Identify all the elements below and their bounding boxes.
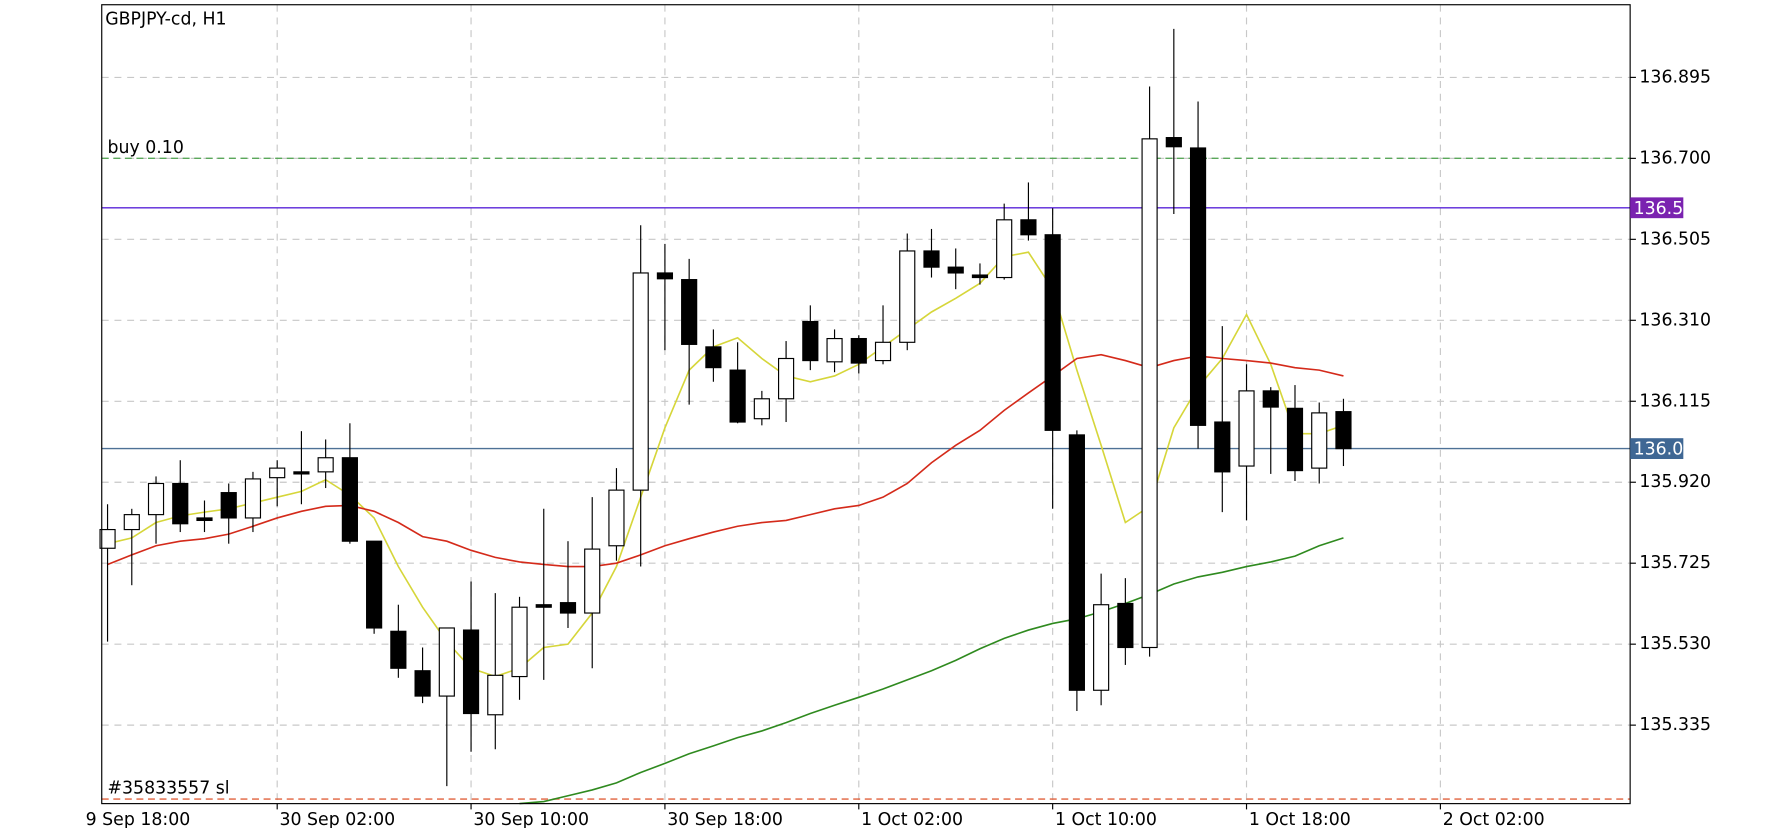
- y-tick-label: 136.115: [1639, 391, 1711, 411]
- candle-body: [99, 528, 116, 549]
- price-line-label: #35833557 sl: [108, 779, 230, 799]
- candle-body: [1311, 412, 1328, 469]
- y-tick-label: 135.920: [1639, 472, 1711, 492]
- candle-body: [874, 341, 892, 362]
- moving-average-line: [107, 353, 1344, 568]
- chart-title: GBPJPY-cd, H1: [105, 10, 226, 30]
- candle-body: [1165, 137, 1182, 148]
- candle-body: [996, 219, 1013, 279]
- moving-average-line: [107, 251, 1344, 678]
- candle-body: [1020, 219, 1037, 236]
- y-tick-label: 136.895: [1639, 67, 1711, 87]
- candle-body: [196, 517, 213, 522]
- candle-body: [1093, 604, 1110, 691]
- candle-body: [559, 602, 577, 614]
- plot-border: [101, 4, 1631, 805]
- candle-body: [1262, 390, 1279, 408]
- y-tick-label: 136.700: [1639, 148, 1711, 168]
- x-tick-label: 30 Sep 02:00: [280, 810, 396, 828]
- x-tick-label: 2 Oct 02:00: [1443, 810, 1545, 828]
- x-tick-label: 30 Sep 10:00: [473, 810, 589, 828]
- candle-body: [681, 279, 698, 345]
- price-box-label: 136.001: [1634, 440, 1706, 460]
- candle-body: [462, 629, 480, 715]
- candle-body: [656, 272, 674, 280]
- candle-body: [414, 670, 431, 697]
- candle-body: [1044, 234, 1061, 431]
- candle-body: [366, 540, 383, 629]
- x-tick-label: 1 Oct 02:00: [861, 810, 963, 828]
- y-tick-label: 136.505: [1639, 229, 1711, 249]
- candle-body: [293, 471, 310, 475]
- candle-body: [850, 337, 867, 364]
- candle-body: [147, 482, 165, 516]
- candle-body: [1117, 602, 1134, 649]
- candle-body: [632, 272, 649, 491]
- candle-body: [777, 357, 795, 400]
- candle-body: [802, 320, 819, 362]
- y-tick-label: 135.725: [1639, 553, 1711, 573]
- price-box: [1630, 197, 1684, 219]
- candle-body: [899, 250, 916, 343]
- moving-average-line: [519, 537, 1344, 805]
- x-tick-label: 30 Sep 18:00: [667, 810, 783, 828]
- candle-body: [1141, 138, 1158, 649]
- candle-body: [317, 457, 334, 473]
- candle-body: [947, 266, 964, 274]
- candle-body: [220, 492, 237, 519]
- candle-body: [487, 674, 504, 716]
- candle-body: [511, 606, 528, 678]
- candle-body: [971, 274, 989, 279]
- y-tick-label: 135.530: [1639, 634, 1711, 654]
- price-line-label: buy 0.10: [108, 138, 184, 158]
- candle-body: [1335, 411, 1352, 450]
- candle-body: [923, 250, 940, 268]
- candle-body: [1214, 421, 1231, 473]
- y-tick-label: 135.335: [1639, 715, 1711, 735]
- candle-body: [1238, 390, 1255, 467]
- candle-body: [390, 630, 407, 669]
- candle-body: [244, 478, 262, 519]
- candle-body: [729, 369, 746, 423]
- candle-body: [608, 489, 625, 547]
- price-box-label: 136.581: [1634, 199, 1706, 219]
- price-box: [1630, 438, 1684, 460]
- plot-layer: buy 0.10 #35833557 sl: [99, 4, 1631, 805]
- candle-body: [341, 457, 358, 542]
- candle-body: [269, 467, 286, 479]
- x-tick-label: 1 Oct 10:00: [1055, 810, 1157, 828]
- candle-body: [1068, 434, 1085, 691]
- candle-body: [172, 482, 189, 525]
- y-tick-label: 136.310: [1639, 310, 1711, 330]
- candle-body: [705, 346, 722, 369]
- candle-body: [826, 337, 843, 363]
- candle-body: [1189, 147, 1207, 426]
- candle-body: [535, 604, 552, 608]
- candle-body: [1286, 407, 1304, 472]
- x-tick-label: 9 Sep 18:00: [86, 810, 191, 828]
- candle-body: [123, 514, 140, 531]
- x-tick-label: 1 Oct 18:00: [1249, 810, 1351, 828]
- candle-body: [584, 548, 601, 614]
- candle-body: [753, 398, 770, 420]
- candle-body: [438, 627, 455, 697]
